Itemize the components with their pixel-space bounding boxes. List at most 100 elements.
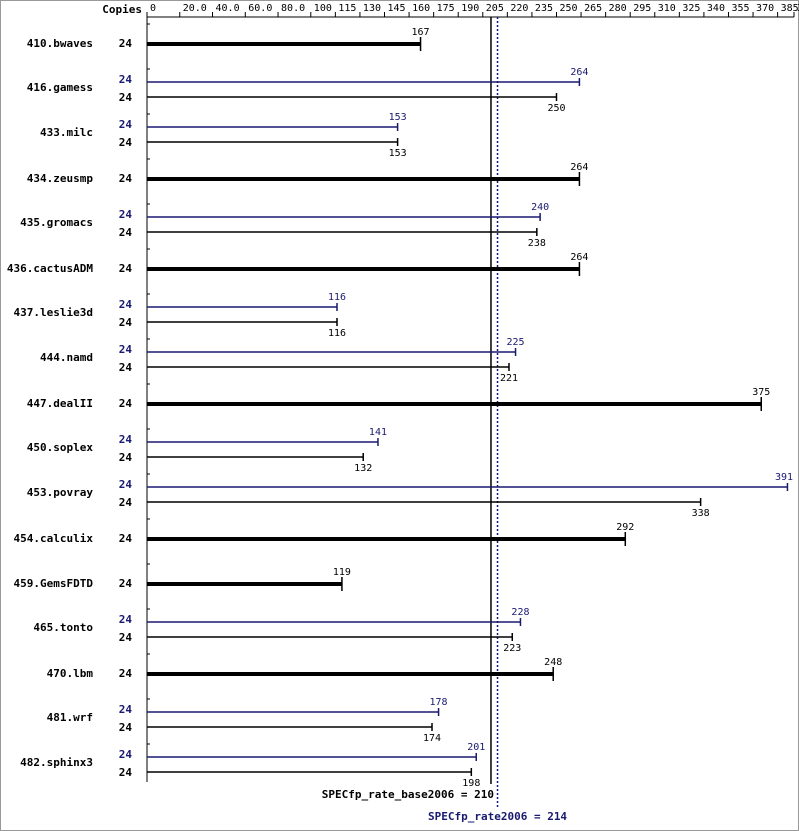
copies-label: 24 xyxy=(119,208,133,221)
axis-label: Copies xyxy=(102,3,142,16)
x-tick-label: 340 xyxy=(707,3,725,14)
copies-label: 24 xyxy=(119,577,133,590)
value-label: 292 xyxy=(616,522,634,533)
benchmark-label: 470.lbm xyxy=(47,667,94,680)
benchmark-label: 450.soplex xyxy=(27,441,94,454)
x-tick-label: 115 xyxy=(338,3,356,14)
copies-label: 24 xyxy=(119,721,133,734)
benchmark-label: 416.gamess xyxy=(27,81,93,94)
x-tick-label: 145 xyxy=(388,3,406,14)
benchmark-label: 433.milc xyxy=(40,126,93,139)
benchmark-label: 434.zeusmp xyxy=(27,172,94,185)
x-tick-label: 60.0 xyxy=(248,3,272,14)
copies-label: 24 xyxy=(119,748,133,761)
copies-label: 24 xyxy=(119,766,133,779)
copies-label: 24 xyxy=(119,433,133,446)
copies-label: 24 xyxy=(119,703,133,716)
copies-label: 24 xyxy=(119,496,133,509)
benchmark-label: 454.calculix xyxy=(14,532,94,545)
x-tick-label: 355 xyxy=(731,3,749,14)
benchmark-label: 410.bwaves xyxy=(27,37,93,50)
value-label: 228 xyxy=(511,607,529,618)
value-label: 174 xyxy=(423,733,441,744)
benchmark-label: 437.leslie3d xyxy=(14,306,93,319)
x-tick-label: 130 xyxy=(363,3,381,14)
copies-label: 24 xyxy=(119,73,133,86)
value-label: 238 xyxy=(528,238,546,249)
value-label: 264 xyxy=(570,252,588,263)
value-label: 167 xyxy=(412,27,430,38)
benchmark-label: 436.cactusADM xyxy=(7,262,93,275)
value-label: 119 xyxy=(333,567,351,578)
x-tick-label: 310 xyxy=(658,3,676,14)
value-label: 264 xyxy=(570,162,588,173)
value-label: 240 xyxy=(531,202,549,213)
x-tick-label: 280 xyxy=(609,3,627,14)
value-label: 201 xyxy=(467,742,485,753)
value-label: 391 xyxy=(775,472,793,483)
value-label: 248 xyxy=(544,657,562,668)
x-tick-label: 20.0 xyxy=(183,3,207,14)
x-tick-label: 265 xyxy=(584,3,602,14)
x-tick-label: 370 xyxy=(756,3,774,14)
x-tick-label: 40.0 xyxy=(216,3,240,14)
value-label: 116 xyxy=(328,292,346,303)
value-label: 153 xyxy=(389,148,407,159)
value-label: 250 xyxy=(547,103,565,114)
copies-label: 24 xyxy=(119,118,133,131)
copies-label: 24 xyxy=(119,667,133,680)
x-tick-label: 100 xyxy=(314,3,332,14)
value-label: 375 xyxy=(752,387,770,398)
value-label: 132 xyxy=(354,463,372,474)
copies-label: 24 xyxy=(119,532,133,545)
copies-label: 24 xyxy=(119,451,133,464)
copies-label: 24 xyxy=(119,226,133,239)
benchmark-label: 482.sphinx3 xyxy=(20,756,93,769)
value-label: 338 xyxy=(692,508,710,519)
copies-label: 24 xyxy=(119,91,133,104)
value-label: 198 xyxy=(462,778,480,789)
value-label: 223 xyxy=(503,643,521,654)
value-label: 141 xyxy=(369,427,387,438)
x-tick-label: 220 xyxy=(510,3,528,14)
x-tick-label: 250 xyxy=(559,3,577,14)
copies-label: 24 xyxy=(119,631,133,644)
benchmark-label: 481.wrf xyxy=(47,711,93,724)
value-label: 116 xyxy=(328,328,346,339)
benchmark-label: 465.tonto xyxy=(33,621,93,634)
x-tick-label: 80.0 xyxy=(281,3,305,14)
x-tick-label: 0 xyxy=(150,3,156,14)
benchmark-label: 453.povray xyxy=(27,486,94,499)
x-tick-label: 385 xyxy=(781,3,799,14)
copies-label: 24 xyxy=(119,316,133,329)
value-label: 225 xyxy=(507,337,525,348)
reference-label: SPECfp_rate2006 = 214 xyxy=(428,810,567,823)
value-label: 153 xyxy=(389,112,407,123)
copies-label: 24 xyxy=(119,478,133,491)
benchmark-label: 435.gromacs xyxy=(20,216,93,229)
value-label: 264 xyxy=(570,67,588,78)
x-tick-label: 190 xyxy=(461,3,479,14)
copies-label: 24 xyxy=(119,172,133,185)
copies-label: 24 xyxy=(119,37,133,50)
benchmark-label: 444.namd xyxy=(40,351,93,364)
x-tick-label: 295 xyxy=(633,3,651,14)
copies-label: 24 xyxy=(119,613,133,626)
reference-label: SPECfp_rate_base2006 = 210 xyxy=(322,788,494,801)
x-tick-label: 205 xyxy=(486,3,504,14)
copies-label: 24 xyxy=(119,361,133,374)
copies-label: 24 xyxy=(119,262,133,275)
copies-label: 24 xyxy=(119,343,133,356)
benchmark-label: 459.GemsFDTD xyxy=(14,577,94,590)
x-tick-label: 175 xyxy=(437,3,455,14)
value-label: 221 xyxy=(500,373,518,384)
benchmark-label: 447.dealII xyxy=(27,397,93,410)
x-tick-label: 325 xyxy=(682,3,700,14)
x-tick-label: 235 xyxy=(535,3,553,14)
x-tick-label: 160 xyxy=(412,3,430,14)
x-tick-label: 395 xyxy=(797,3,799,14)
copies-label: 24 xyxy=(119,298,133,311)
copies-label: 24 xyxy=(119,397,133,410)
